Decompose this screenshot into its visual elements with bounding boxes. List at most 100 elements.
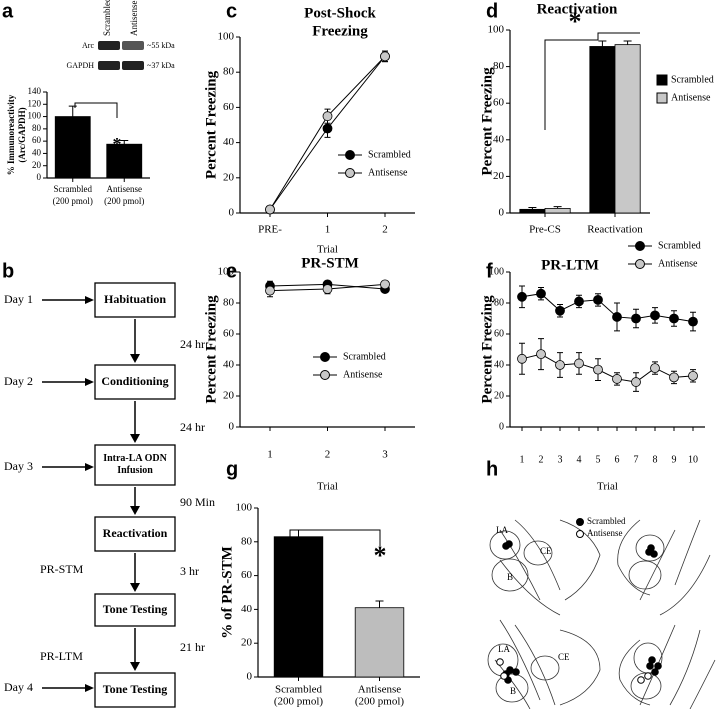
y-tick-label: 20 — [32, 160, 42, 170]
region-label: CE — [558, 652, 570, 662]
marker — [380, 279, 390, 290]
placement-dot — [512, 668, 520, 676]
error-bar — [623, 40, 632, 45]
y-tick-label: 80 — [223, 66, 235, 78]
y-tick-label: 100 — [236, 502, 253, 514]
marker — [536, 288, 546, 299]
marker — [322, 284, 333, 294]
marker — [669, 313, 679, 324]
annotation: * — [374, 541, 387, 570]
y-tick-label: 40 — [32, 147, 42, 157]
legend-marker — [576, 530, 584, 538]
y-tick-label: 0 — [247, 671, 253, 683]
x-tick-label: Scrambled — [275, 684, 323, 696]
y-tick-label: 80 — [494, 297, 504, 308]
flow-step-label: Intra-LA ODN Infusion — [103, 453, 167, 476]
x-tick-label: 9 — [672, 454, 677, 465]
legend-label: Scrambled — [658, 240, 701, 251]
y-axis-label: Percent Freezing — [479, 295, 495, 404]
stage-arrowhead — [85, 296, 94, 304]
anatomy-outlines — [487, 519, 716, 709]
blot-row: Arc — [82, 41, 94, 50]
y-tick-label: 120 — [28, 98, 42, 108]
marker — [536, 349, 546, 360]
legend-marker — [345, 168, 355, 178]
y-tick-label: 60 — [493, 97, 505, 109]
flow-step — [94, 516, 176, 552]
flow-arrowhead — [130, 506, 140, 515]
x-tick-label: Antisense — [107, 184, 143, 194]
x-tick-label: (200 pmol) — [355, 696, 405, 708]
blot-lane — [98, 41, 120, 50]
blot-lane — [122, 41, 144, 50]
legend-marker — [635, 241, 645, 251]
x-tick-label: 2 — [325, 449, 331, 461]
y-tick-label: 40 — [493, 133, 505, 145]
chart-title: PR-STM — [301, 255, 359, 271]
marker — [265, 285, 275, 296]
marker — [593, 294, 603, 305]
panel-label: a — [2, 0, 14, 22]
legend-label: Antisense — [671, 92, 711, 103]
x-tick-label: Pre-CS — [529, 224, 561, 236]
y-tick-label: 60 — [32, 135, 42, 145]
legend-label: Scrambled — [587, 516, 626, 526]
y-tick-label: 0 — [229, 421, 235, 433]
y-tick-label: 20 — [241, 637, 253, 649]
y-tick-label: 20 — [223, 390, 235, 402]
marker — [650, 363, 660, 374]
panel-label: h — [486, 458, 498, 480]
flow-stage: Day 3 — [4, 459, 33, 473]
flow-step — [94, 282, 176, 318]
flow-arrowhead — [130, 354, 140, 363]
significance-bracket — [289, 529, 381, 546]
error-bar — [375, 600, 384, 608]
chart-title: Freezing — [312, 23, 368, 39]
x-axis-label: Trial — [317, 481, 338, 493]
flow-step-label: Reactivation — [103, 526, 168, 540]
stage-arrowhead — [85, 378, 94, 386]
y-tick-label: 0 — [229, 207, 235, 219]
marker — [322, 123, 333, 134]
legend-label: Scrambled — [343, 351, 386, 362]
annotation: * — [113, 134, 122, 154]
marker — [688, 370, 698, 381]
line — [521, 293, 694, 323]
panel-label: g — [226, 458, 238, 480]
x-tick-label: 6 — [615, 454, 620, 465]
flow-step-wrap: Intra-LA ODN Infusion — [103, 453, 167, 476]
blot-row: GAPDH — [66, 61, 94, 70]
blot-lane — [98, 61, 120, 70]
legend-marker — [320, 370, 330, 380]
x-tick-label: 2 — [539, 454, 544, 465]
flow-arrowhead — [130, 434, 140, 443]
blot-size: ~55 kDa — [147, 41, 175, 50]
placement-dot — [637, 676, 645, 684]
legend-label: Scrambled — [671, 74, 714, 85]
x-tick-label: 8 — [653, 454, 658, 465]
error-bar — [528, 207, 537, 210]
legend-label: Antisense — [658, 258, 698, 269]
y-tick-label: 40 — [223, 359, 235, 371]
marker — [574, 296, 584, 307]
marker — [631, 313, 641, 324]
marker — [593, 364, 603, 375]
y-tick-label: 80 — [493, 60, 505, 72]
y-tick-label: 40 — [223, 136, 235, 148]
flow-interval: 24 hr — [180, 337, 205, 351]
error-bar — [294, 529, 303, 537]
flow-stage: Day 4 — [4, 680, 33, 694]
x-tick-label: Antisense — [358, 684, 402, 696]
y-tick-label: 20 — [494, 390, 504, 401]
y-axis-label: Percent Freezing — [479, 67, 495, 176]
blot-column: Scrambled — [102, 0, 112, 36]
x-tick-label: PRE- — [258, 224, 282, 236]
panel-label: b — [2, 260, 14, 282]
y-tick-label: 100 — [28, 111, 42, 121]
flow-stage: PR-LTM — [40, 649, 83, 663]
y-tick-label: 40 — [241, 603, 253, 615]
region-label: CE — [540, 546, 552, 556]
x-tick-label: 3 — [382, 449, 388, 461]
bar — [106, 143, 143, 179]
marker — [612, 312, 622, 322]
